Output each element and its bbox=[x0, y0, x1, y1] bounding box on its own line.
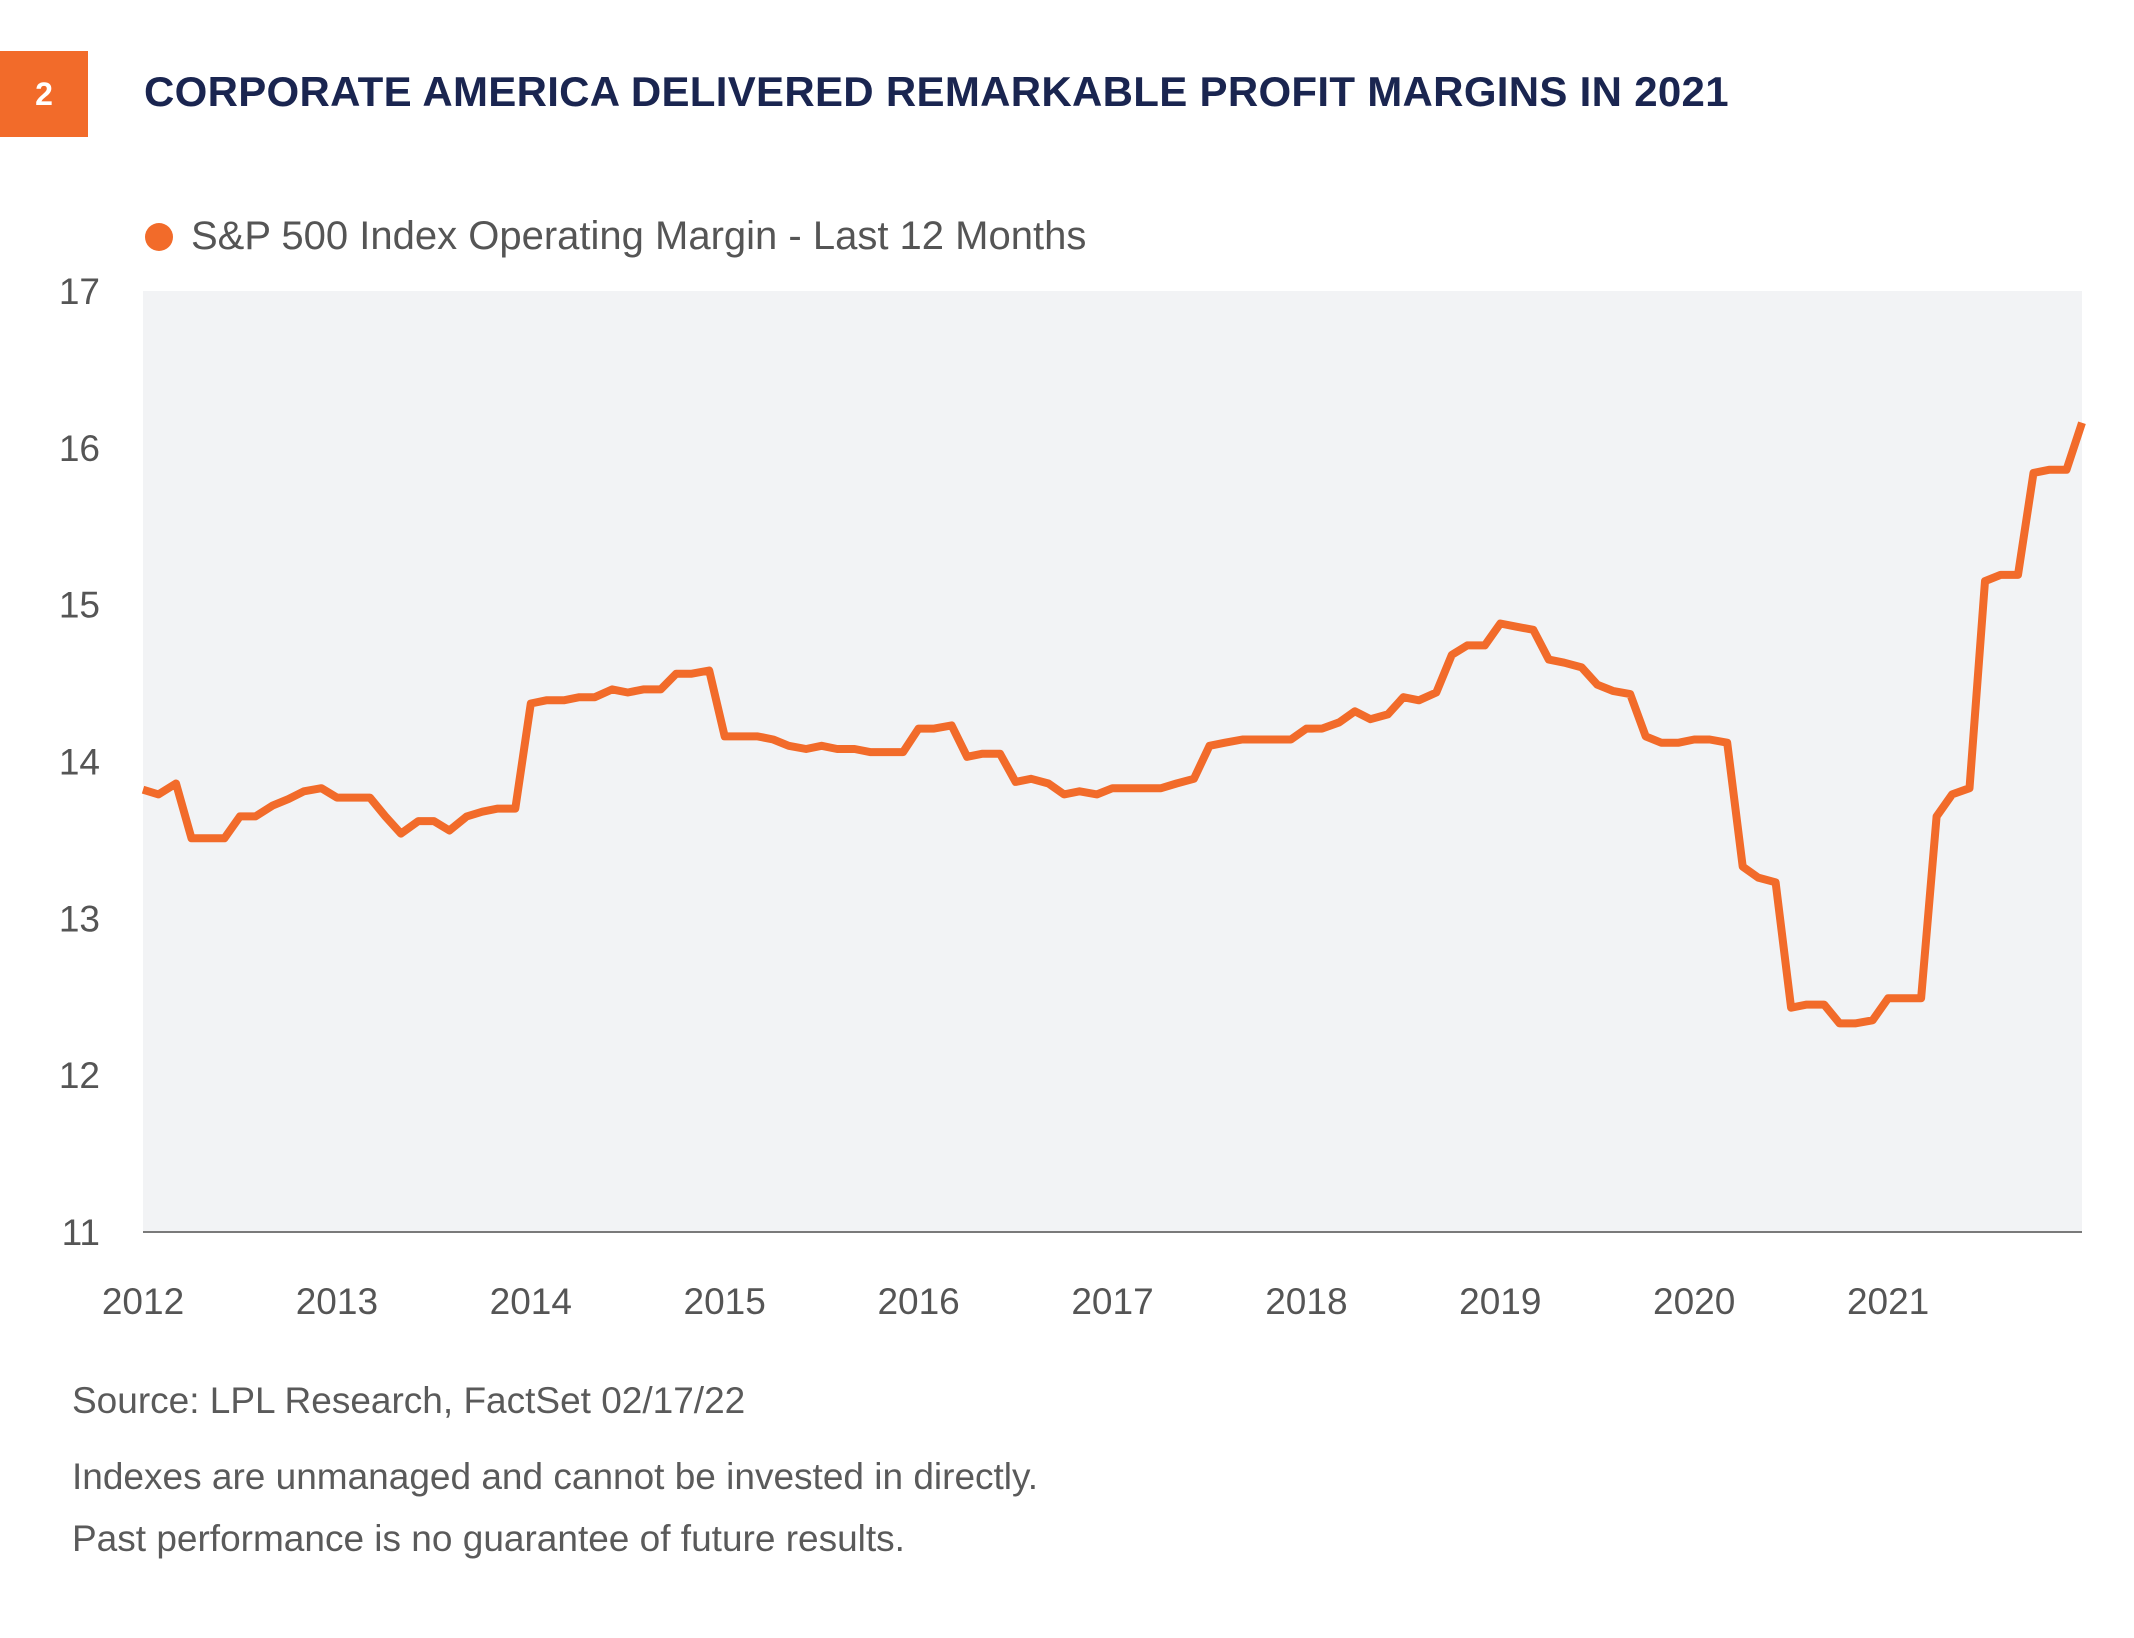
y-tick-label: 14 bbox=[59, 742, 100, 783]
plot-area bbox=[143, 291, 2082, 1232]
chart-title: CORPORATE AMERICA DELIVERED REMARKABLE P… bbox=[144, 68, 1729, 115]
y-tick-label: 13 bbox=[59, 898, 100, 939]
x-tick-label: 2017 bbox=[1071, 1281, 1153, 1322]
x-tick-label: 2016 bbox=[877, 1281, 959, 1322]
x-tick-label: 2012 bbox=[102, 1281, 184, 1322]
y-tick-label: 16 bbox=[59, 428, 100, 469]
legend-label: S&P 500 Index Operating Margin - Last 12… bbox=[191, 214, 1087, 258]
series-line bbox=[141, 421, 2086, 1028]
x-tick-label: 2014 bbox=[490, 1281, 572, 1322]
x-tick-label: 2015 bbox=[684, 1281, 766, 1322]
disclaimer-performance: Past performance is no guarantee of futu… bbox=[72, 1518, 905, 1559]
y-tick-label: 12 bbox=[59, 1055, 100, 1096]
x-tick-label: 2019 bbox=[1459, 1281, 1541, 1322]
disclaimer-indexes: Indexes are unmanaged and cannot be inve… bbox=[72, 1456, 1039, 1497]
figure-number-badge: 2 bbox=[0, 51, 88, 137]
line-chart: 11 12 13 14 15 16 17 2012 2013 2014 2015 2016 2017 20… bbox=[59, 271, 2086, 1322]
x-tick-label: 2013 bbox=[296, 1281, 378, 1322]
y-tick-label: 15 bbox=[59, 585, 100, 626]
y-tick-label: 17 bbox=[59, 271, 100, 312]
x-tick-label: 2020 bbox=[1653, 1281, 1735, 1322]
source-note: Source: LPL Research, FactSet 02/17/22 bbox=[72, 1380, 746, 1421]
legend-marker bbox=[145, 222, 173, 251]
x-tick-label: 2021 bbox=[1847, 1281, 1929, 1322]
legend: S&P 500 Index Operating Margin - Last 12… bbox=[145, 214, 1086, 259]
x-tick-label: 2018 bbox=[1265, 1281, 1347, 1322]
y-tick-label: 11 bbox=[62, 1212, 100, 1253]
